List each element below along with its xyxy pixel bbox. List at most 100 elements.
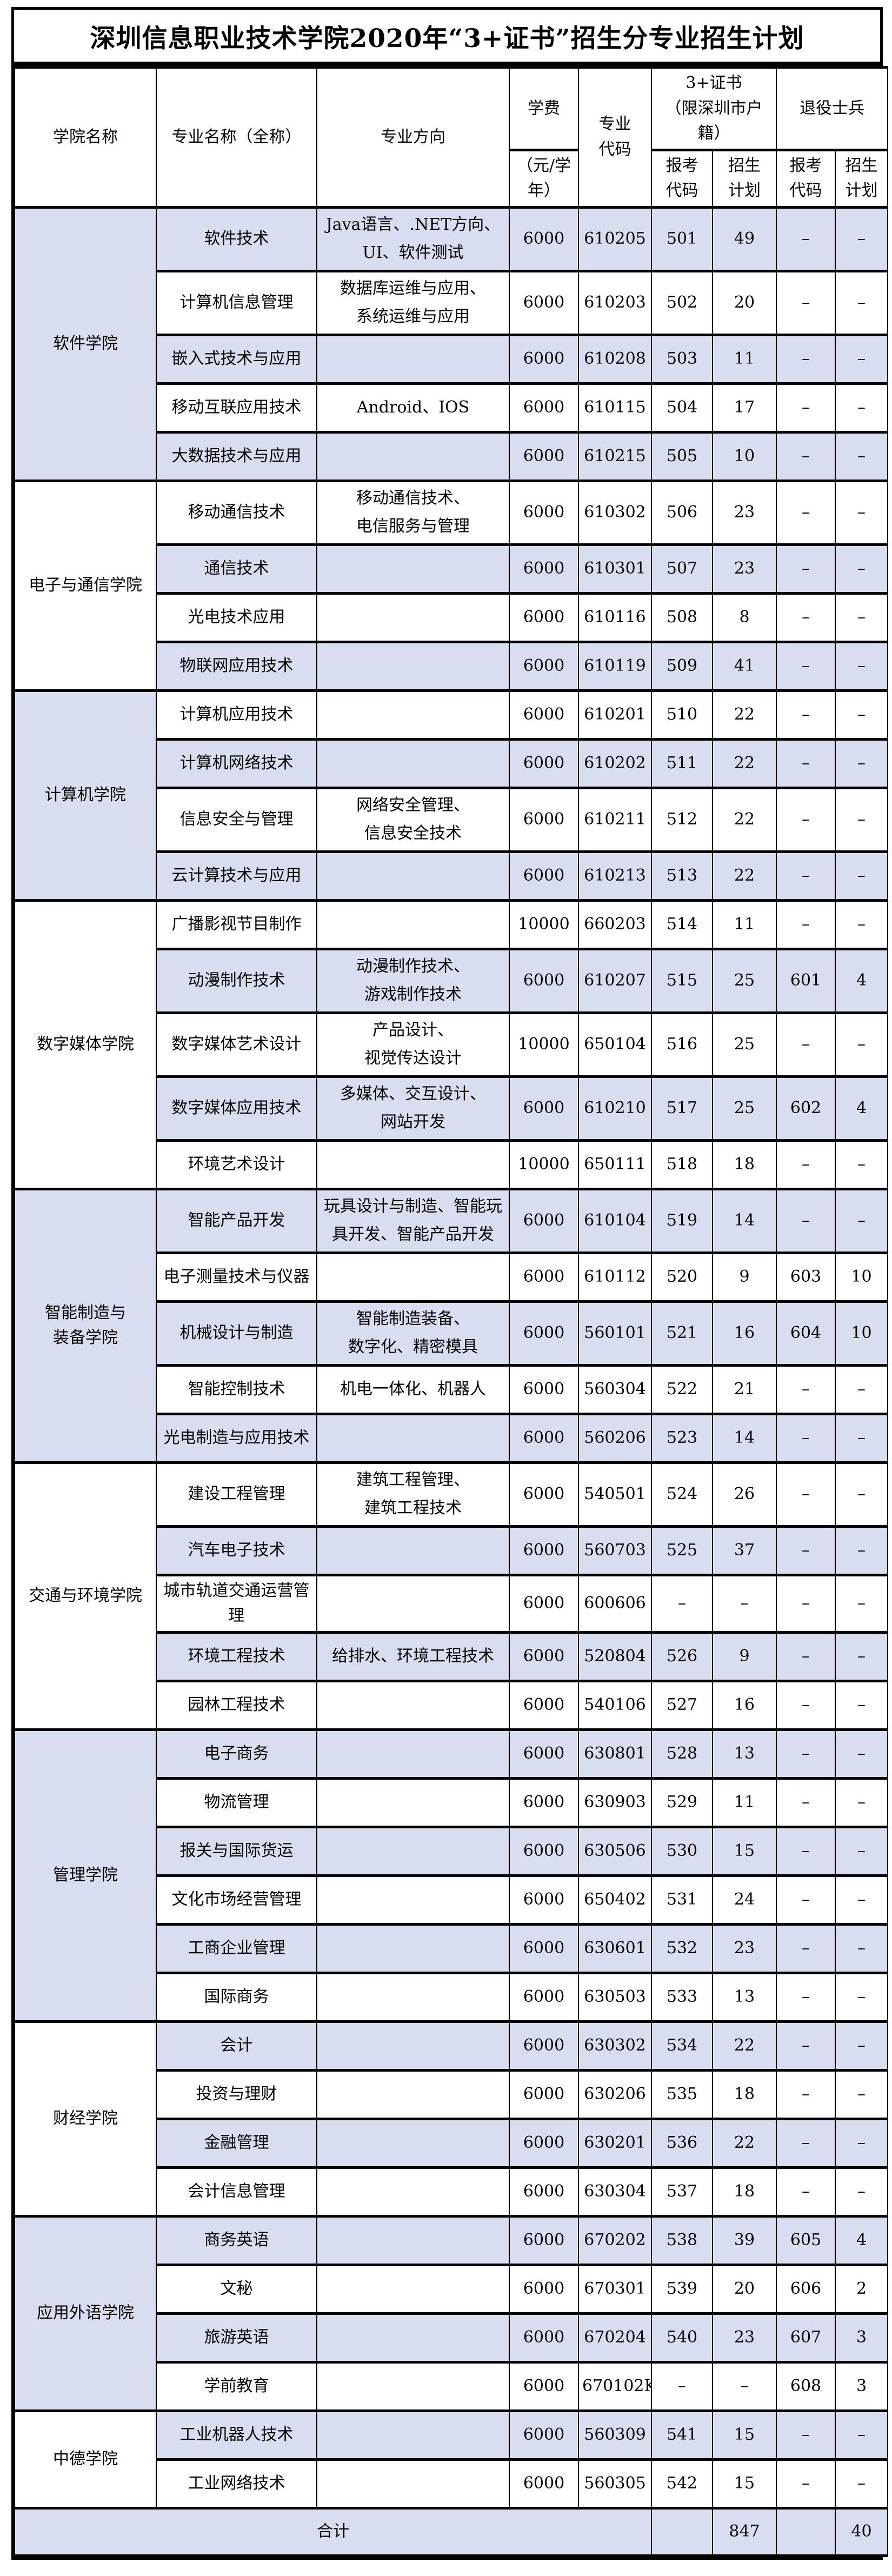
cert-apply-code-cell: 535: [651, 2068, 713, 2120]
major-code-cell: 560101: [578, 1300, 652, 1367]
tuition-cell: 6000: [509, 1363, 579, 1415]
major-code-cell: 670102K: [578, 2360, 652, 2412]
cert-apply-code-cell: 506: [651, 479, 713, 546]
cert-apply-code-cell: 517: [651, 1075, 713, 1142]
veteran-apply-code-cell: –: [776, 479, 836, 546]
cert-apply-code-cell: 529: [651, 1776, 713, 1828]
tuition-cell: 10000: [509, 1139, 579, 1190]
college-name-cell: 软件学院: [14, 205, 157, 482]
cert-apply-code-cell: 527: [651, 1679, 713, 1731]
major-code-cell: 610203: [578, 269, 652, 336]
veteran-apply-code-cell: –: [776, 1874, 836, 1926]
veteran-apply-code-cell: –: [776, 689, 836, 741]
tuition-cell: 6000: [509, 1922, 579, 1974]
cert-apply-code-cell: 526: [651, 1630, 713, 1682]
cert-apply-code-cell: 505: [651, 430, 713, 482]
major-code-cell: 610112: [578, 1251, 652, 1303]
college-name-cell: 数字媒体学院: [14, 898, 157, 1190]
cert-plan-cell: 41: [712, 640, 777, 692]
major-row: 计算机学院 计算机应用技术 6000 610201 510 22– –: [14, 689, 888, 902]
major-code-cell: 670204: [578, 2312, 652, 2364]
veteran-apply-code-cell: –: [776, 1363, 836, 1415]
veteran-plan-cell: 3: [835, 2312, 888, 2364]
veteran-plan-cell: –: [835, 1461, 888, 1528]
tuition-cell: 6000: [509, 543, 579, 595]
major-code-cell: 610202: [578, 737, 652, 789]
veteran-apply-code-cell: –: [776, 591, 836, 643]
major-name-cell: 移动互联应用技术: [156, 382, 317, 434]
cert-apply-code-cell: 503: [651, 333, 713, 385]
major-name-cell: 汽车电子技术: [156, 1525, 317, 1576]
major-row: 财经学院 会计 6000 630302 534 22– –: [14, 2020, 888, 2218]
major-name-cell: 智能控制技术: [156, 1363, 317, 1415]
major-code-cell: 560309: [578, 2409, 652, 2461]
cert-apply-code-cell: 541: [651, 2409, 713, 2461]
veteran-apply-code-cell: 608: [776, 2360, 836, 2412]
veteran-apply-code-cell: –: [776, 1573, 836, 1634]
major-direction-cell: [316, 689, 510, 741]
major-code-cell: 650111: [578, 1139, 652, 1190]
veteran-apply-code-cell: –: [776, 430, 836, 482]
veteran-plan-cell: –: [835, 1874, 888, 1926]
veteran-plan-cell: 3: [835, 2360, 888, 2412]
major-name-cell: 会计信息管理: [156, 2166, 317, 2218]
tuition-cell: 6000: [509, 1679, 579, 1731]
veteran-plan-cell: –: [835, 689, 888, 741]
major-name-cell: 工业网络技术: [156, 2458, 317, 2510]
college-name-cell: 计算机学院: [14, 689, 157, 902]
cert-plan-cell: 11: [712, 333, 777, 385]
major-name-cell: 金融管理: [156, 2117, 317, 2169]
major-name-cell: 工商企业管理: [156, 1922, 317, 1974]
veteran-apply-code-cell: –: [776, 1412, 836, 1464]
tuition-cell: 6000: [509, 786, 579, 853]
cert-apply-code-cell: 521: [651, 1300, 713, 1367]
header-major-code: 专业 代码: [578, 66, 652, 209]
college-name-cell: 智能制造与 装备学院: [14, 1187, 157, 1464]
tuition-cell: 6000: [509, 2214, 579, 2266]
veteran-apply-code-cell: –: [776, 640, 836, 692]
cert-apply-code-cell: –: [651, 2360, 713, 2412]
veteran-plan-cell: –: [835, 1363, 888, 1415]
major-name-cell: 建设工程管理: [156, 1461, 317, 1528]
major-name-cell: 旅游英语: [156, 2312, 317, 2364]
major-name-cell: 计算机应用技术: [156, 689, 317, 741]
cert-plan-cell: 15: [712, 2458, 777, 2510]
tuition-cell: 6000: [509, 850, 579, 902]
cert-apply-code-cell: 536: [651, 2117, 713, 2169]
tuition-cell: 6000: [509, 1874, 579, 1926]
veteran-apply-code-cell: –: [776, 1922, 836, 1974]
major-row: 金融管理 6000 630201 536 22– –: [15, 2117, 888, 2169]
cert-plan-cell: –: [712, 2360, 777, 2412]
veteran-apply-code-cell: –: [776, 205, 836, 272]
major-name-cell: 工业机器人技术: [156, 2409, 317, 2461]
major-row: 机械设计与制造 智能制造装备、 数字化、精密模具 6000 560101 521 16 60…: [15, 1300, 888, 1367]
total-label-cell: 合计: [14, 2506, 652, 2557]
major-direction-cell: [316, 2068, 510, 2120]
veteran-apply-code-cell: –: [776, 333, 836, 385]
major-direction-cell: [316, 591, 510, 643]
major-row: 物流管理 6000 630903 529 11– –: [15, 1776, 888, 1828]
veteran-plan-cell: –: [835, 2117, 888, 2169]
tuition-cell: 6000: [509, 1075, 579, 1142]
major-name-cell: 园林工程技术: [156, 1679, 317, 1731]
major-code-cell: 610301: [578, 543, 652, 595]
veteran-plan-cell: –: [835, 1776, 888, 1828]
major-code-cell: 560703: [578, 1525, 652, 1576]
major-name-cell: 环境工程技术: [156, 1630, 317, 1682]
major-name-cell: 电子商务: [156, 1728, 317, 1780]
major-code-cell: 650402: [578, 1874, 652, 1926]
college-name-cell: 管理学院: [14, 1728, 157, 2023]
major-name-cell: 广播影视节目制作: [156, 898, 317, 950]
cert-apply-code-cell: 513: [651, 850, 713, 902]
cert-apply-code-cell: –: [651, 1573, 713, 1634]
major-code-cell: 670301: [578, 2263, 652, 2315]
header-tuition-top: 学费: [509, 66, 579, 151]
tuition-cell: 6000: [509, 2117, 579, 2169]
major-code-cell: 610119: [578, 640, 652, 692]
veteran-apply-code-cell: –: [776, 2166, 836, 2218]
tuition-cell: 6000: [509, 1412, 579, 1464]
major-code-cell: 560304: [578, 1363, 652, 1415]
cert-apply-code-cell: 525: [651, 1525, 713, 1576]
major-row: 光电制造与应用技术 6000 560206 523 14– –: [15, 1412, 888, 1464]
